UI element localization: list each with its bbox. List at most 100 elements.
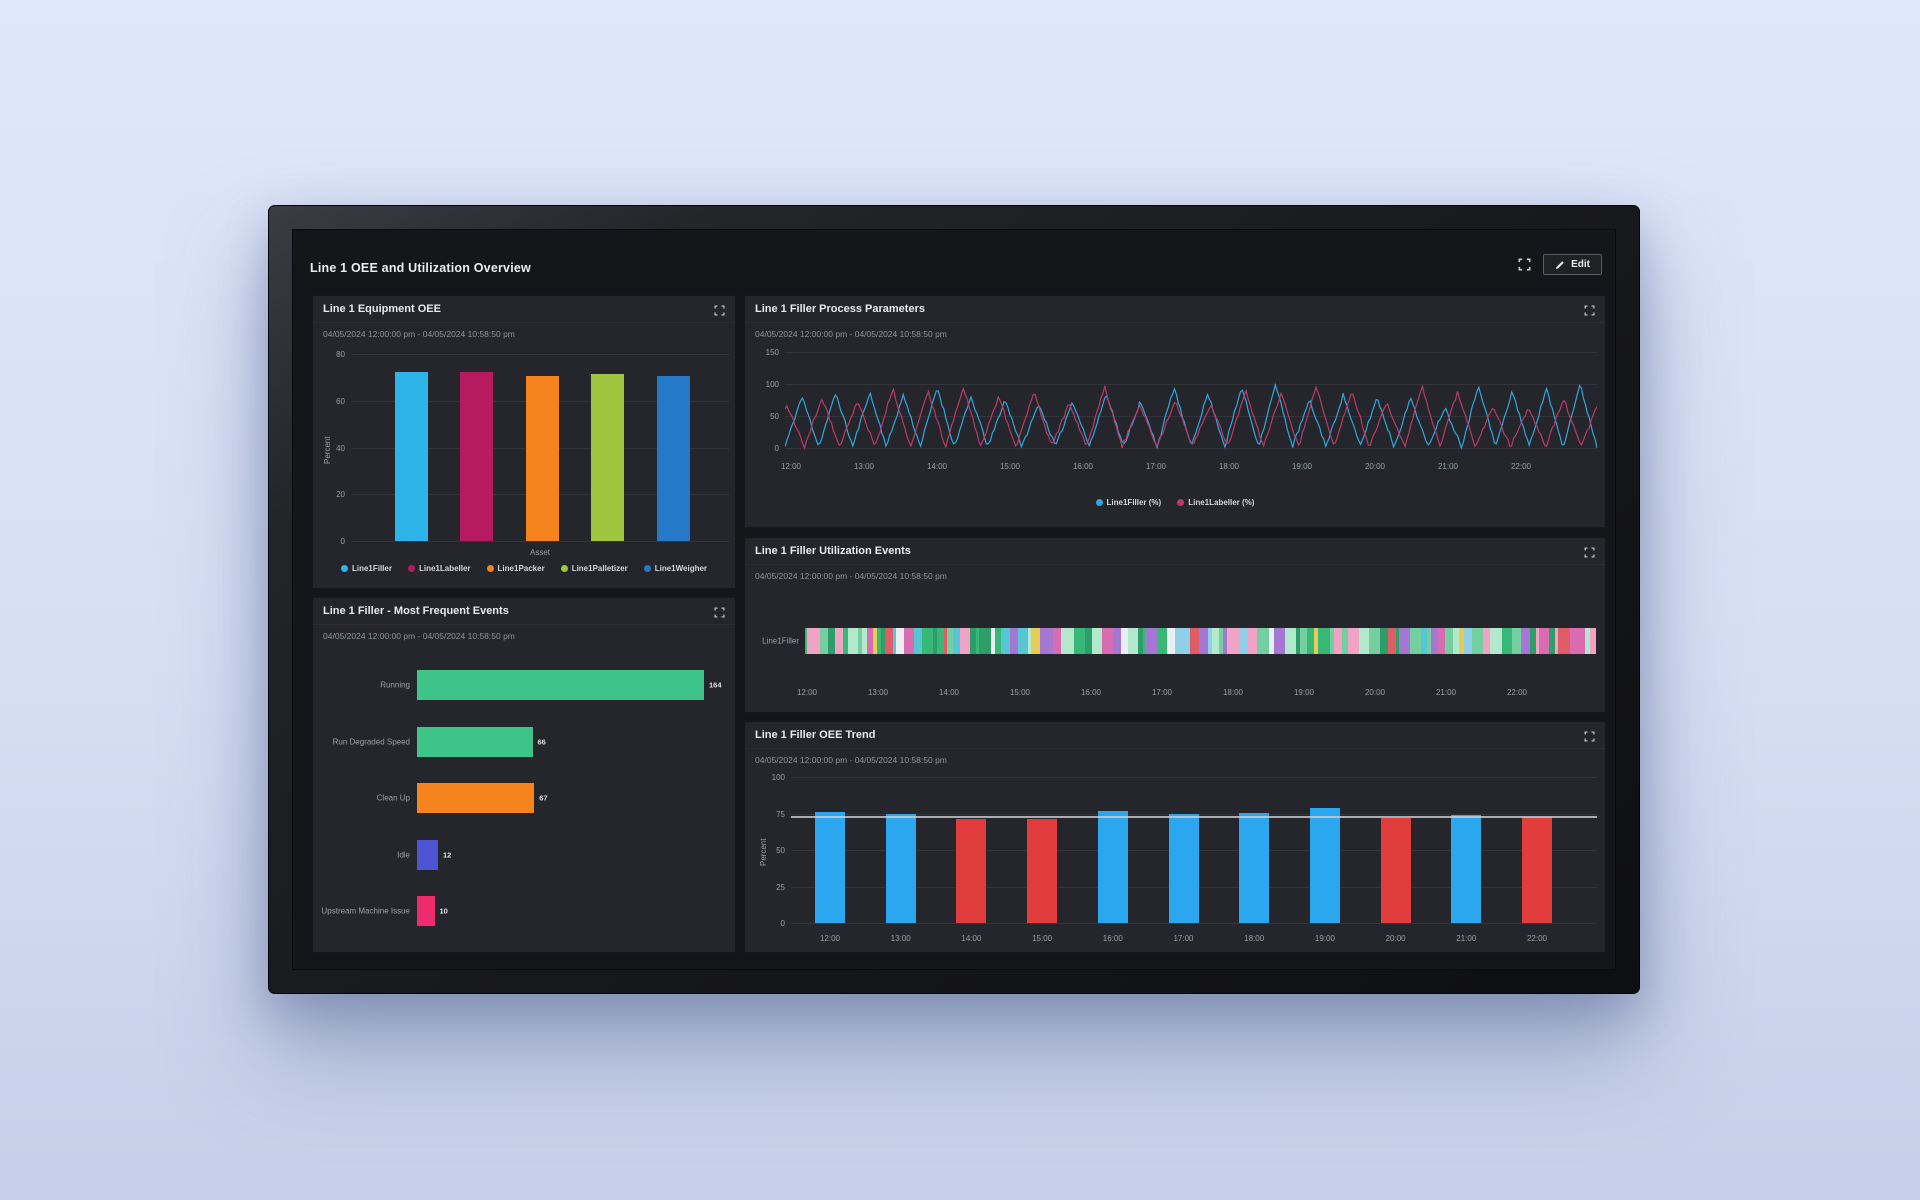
panel-title[interactable]: Line 1 Filler Process Parameters	[755, 303, 925, 315]
timeline-segment	[1208, 628, 1212, 654]
category-label: Idle	[397, 850, 410, 859]
timeline-segment	[1211, 628, 1220, 654]
timeline-segment	[881, 628, 886, 654]
series-line-line1filler	[785, 382, 1597, 450]
x-tick-label: 17:00	[1145, 462, 1167, 471]
legend-item-line1filler[interactable]: Line1Filler	[340, 564, 392, 573]
y-tick-label: 50	[776, 846, 785, 855]
timeline-segment	[1223, 628, 1228, 654]
timeline-segment	[1452, 628, 1459, 654]
x-tick-label: 22:00	[1506, 688, 1528, 697]
x-tick-label: 21:00	[1456, 934, 1477, 943]
timeline-segment	[1273, 628, 1285, 654]
timeline-segment	[1590, 628, 1597, 654]
timeline-segment	[1227, 628, 1239, 654]
timeline-segment	[895, 628, 905, 654]
panel-utilization-events: Line 1 Filler Utilization Events 04/05/2…	[744, 537, 1606, 713]
x-tick-label: 14:00	[961, 934, 982, 943]
x-tick-label: 13:00	[890, 934, 911, 943]
timeline-segment	[827, 628, 835, 654]
timeline-segment	[847, 628, 859, 654]
y-tick-label: 0	[780, 919, 785, 928]
timeline-segment	[1073, 628, 1085, 654]
bar-1800	[1239, 812, 1270, 923]
legend-item-line1filler-[interactable]: Line1Filler (%)	[1095, 498, 1161, 507]
timeline-segment	[1027, 628, 1031, 654]
timeline-segment	[937, 628, 945, 654]
y-tick-label: 150	[765, 348, 779, 357]
x-tick-label: 12:00	[796, 688, 818, 697]
panel-timerange: 04/05/2024 12:00:00 pm - 04/05/2024 10:5…	[755, 755, 947, 765]
legend-item-line1weigher[interactable]: Line1Weigher	[643, 564, 707, 573]
legend-item-line1labeller[interactable]: Line1Labeller	[407, 564, 471, 573]
x-tick-label: 22:00	[1526, 934, 1548, 943]
timeline-segment	[1190, 628, 1200, 654]
fullscreen-icon[interactable]	[1517, 258, 1531, 272]
timeline-segment	[834, 628, 843, 654]
x-tick-label: 15:00	[1009, 688, 1031, 697]
panel-expand-icon[interactable]	[1582, 729, 1596, 743]
timeline-segment	[1084, 628, 1093, 654]
bar-value-label: 164	[709, 680, 722, 690]
panel-header: Line 1 Equipment OEE	[313, 296, 735, 323]
bar-clean-up	[417, 783, 535, 813]
timeline-segment	[1219, 628, 1224, 654]
timeline-segment	[953, 628, 961, 654]
timeline-segment	[1330, 628, 1335, 654]
panel-title[interactable]: Line 1 Filler - Most Frequent Events	[323, 605, 509, 617]
panel-title[interactable]: Line 1 Equipment OEE	[323, 303, 441, 315]
x-tick-label: 14:00	[938, 688, 960, 697]
timeline-segment	[1299, 628, 1307, 654]
x-tick-label: 19:00	[1293, 688, 1315, 697]
bar-line1weigher	[656, 376, 690, 541]
bar-2100	[1451, 814, 1482, 923]
panel-title[interactable]: Line 1 Filler Utilization Events	[755, 545, 911, 557]
legend-item-line1labeller-[interactable]: Line1Labeller (%)	[1177, 498, 1254, 507]
timeline-segment	[1420, 628, 1427, 654]
x-tick-label: 20:00	[1385, 934, 1406, 943]
timeline-segment	[1199, 628, 1209, 654]
panel-header: Line 1 Filler OEE Trend	[745, 722, 1605, 749]
timeline-segment	[1284, 628, 1289, 654]
timeline-segment	[1530, 628, 1537, 654]
timeline-segment	[1388, 628, 1397, 654]
timeline-segment	[1120, 628, 1128, 654]
legend-label: Line1Filler	[351, 564, 392, 573]
timeline-segment	[1426, 628, 1432, 654]
panel-frequent-events: Line 1 Filler - Most Frequent Events 04/…	[312, 597, 736, 953]
timeline-segment	[862, 628, 868, 654]
legend-item-line1packer[interactable]: Line1Packer	[486, 564, 545, 573]
panel-expand-icon[interactable]	[712, 605, 726, 619]
edit-button[interactable]: Edit	[1543, 254, 1602, 275]
legend-label: Line1Labeller	[418, 564, 471, 573]
x-tick-label: 16:00	[1102, 934, 1123, 943]
y-tick-label: 40	[336, 443, 345, 453]
panel-expand-icon[interactable]	[1582, 303, 1596, 317]
x-tick-label: 15:00	[999, 462, 1021, 471]
bar-value-label: 67	[539, 793, 548, 803]
timeline-segment	[1585, 628, 1591, 654]
timeline-segment	[1347, 628, 1359, 654]
legend-item-line1palletizer[interactable]: Line1Palletizer	[560, 564, 628, 573]
x-tick-label: 21:00	[1435, 688, 1457, 697]
panel-timerange: 04/05/2024 12:00:00 pm - 04/05/2024 10:5…	[755, 329, 947, 339]
category-label: Run Degraded Speed	[332, 737, 410, 746]
panel-header: Line 1 Filler - Most Frequent Events	[313, 598, 735, 625]
y-tick-label: 25	[776, 882, 785, 892]
dashboard-title: Line 1 OEE and Utilization Overview	[310, 261, 531, 275]
timeline-segment	[1569, 628, 1581, 654]
panel-expand-icon[interactable]	[712, 303, 726, 317]
x-tick-label: 15:00	[1032, 934, 1053, 943]
timeline-segment	[1369, 628, 1381, 654]
panel-expand-icon[interactable]	[1582, 545, 1596, 559]
y-axis-label: Percent	[759, 838, 768, 866]
threshold-line	[791, 815, 1597, 818]
bar-1400	[956, 818, 987, 923]
series-line-line1labeller	[785, 384, 1597, 450]
timeline-segment	[1256, 628, 1270, 654]
timeline-segment	[1521, 628, 1531, 654]
timeline-segment	[1295, 628, 1300, 654]
timeline-segment	[913, 628, 923, 654]
panel-title[interactable]: Line 1 Filler OEE Trend	[755, 729, 876, 741]
bar-line1filler	[394, 371, 428, 541]
